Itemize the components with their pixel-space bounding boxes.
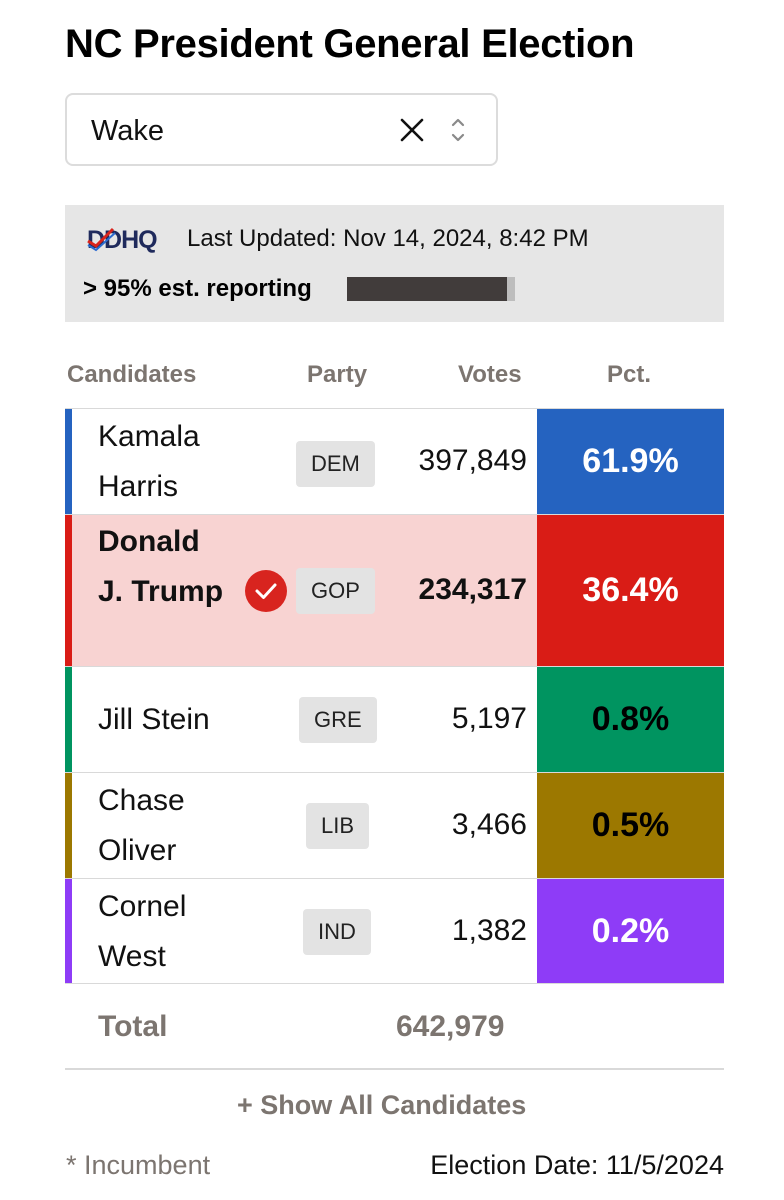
ddhq-logo: DDHQ <box>85 223 167 254</box>
column-header-pct: Pct. <box>607 361 652 388</box>
total-label: Total <box>98 1010 168 1043</box>
vote-count: 397,849 <box>418 444 527 477</box>
table-row: Jill Stein GRE 5,197 0.8% <box>65 666 724 772</box>
party-color-stripe <box>65 773 72 878</box>
party-color-stripe <box>65 409 72 514</box>
chevron-updown-icon[interactable] <box>447 113 469 147</box>
incumbent-note: * Incumbent <box>66 1150 211 1180</box>
reporting-progress-fill <box>347 277 507 301</box>
candidate-name: Chase Oliver <box>98 784 185 867</box>
candidate-name: Jill Stein <box>98 703 210 736</box>
show-all-candidates-button[interactable]: + Show All Candidates <box>237 1090 527 1120</box>
divider <box>65 1068 724 1070</box>
party-color-stripe <box>65 879 72 983</box>
party-color-stripe <box>65 667 72 772</box>
candidate-name: Cornel West <box>98 890 187 973</box>
page-title: NC President General Election <box>65 22 635 66</box>
svg-text:DDHQ: DDHQ <box>87 226 157 253</box>
percent-cell: 0.5% <box>537 773 724 878</box>
party-badge: DEM <box>296 441 375 487</box>
percent-cell: 0.8% <box>537 667 724 772</box>
vote-count: 3,466 <box>451 808 527 841</box>
status-panel: DDHQ Last Updated: Nov 14, 2024, 8:42 PM… <box>65 205 724 322</box>
party-badge: GRE <box>299 697 377 743</box>
total-votes: 642,979 <box>396 1010 505 1043</box>
percent-cell: 36.4% <box>537 515 724 666</box>
table-row: Kamala Harris DEM 397,849 61.9% <box>65 408 724 514</box>
vote-count: 234,317 <box>418 573 527 606</box>
column-header-party: Party <box>307 361 368 388</box>
table-row: Cornel West IND 1,382 0.2% <box>65 878 724 984</box>
percent-cell: 61.9% <box>537 409 724 514</box>
county-select[interactable]: Wake <box>65 93 498 166</box>
candidate-name: Donald J. Trump <box>98 525 224 608</box>
last-updated-text: Last Updated: Nov 14, 2024, 8:42 PM <box>187 225 589 252</box>
table-row: Donald J. Trump GOP 234,317 36.4% <box>65 514 724 666</box>
party-badge: LIB <box>306 803 370 849</box>
party-badge: GOP <box>296 568 375 614</box>
vote-count: 1,382 <box>451 914 527 947</box>
reporting-progress-bar <box>347 277 515 301</box>
county-select-value: Wake <box>91 115 165 147</box>
reporting-text: > 95% est. reporting <box>83 275 312 302</box>
party-badge: IND <box>303 909 371 955</box>
column-header-votes: Votes <box>458 361 522 388</box>
column-header-candidates: Candidates <box>67 361 197 388</box>
election-date: Election Date: 11/5/2024 <box>430 1150 724 1180</box>
party-color-stripe <box>65 515 72 666</box>
percent-cell: 0.2% <box>537 879 724 983</box>
candidate-name: Kamala Harris <box>98 420 200 503</box>
winner-check-icon <box>245 570 287 612</box>
close-icon[interactable] <box>395 113 429 147</box>
table-row: Chase Oliver LIB 3,466 0.5% <box>65 772 724 878</box>
vote-count: 5,197 <box>451 702 527 735</box>
results-table: Kamala Harris DEM 397,849 61.9% Donald J… <box>65 408 724 984</box>
